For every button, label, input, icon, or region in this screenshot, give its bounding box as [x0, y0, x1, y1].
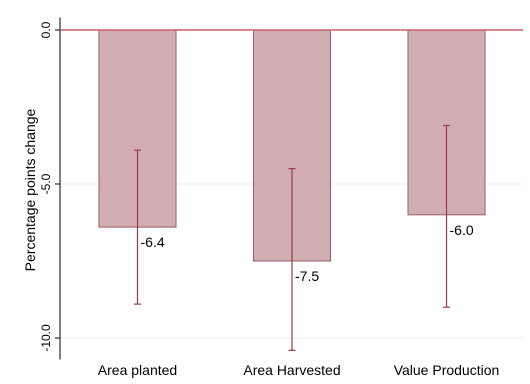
x-category-label: Value Production [394, 362, 500, 378]
x-category-label: Area planted [98, 362, 177, 378]
data-label: -7.5 [295, 268, 319, 284]
y-axis-label: Percentage points change [22, 108, 38, 271]
data-label: -6.4 [141, 234, 165, 250]
category-labels: Area planted Area Harvested Value Producti… [98, 362, 500, 378]
error-bars [134, 124, 450, 351]
data-label: -6.0 [450, 222, 474, 238]
x-category-label: Area Harvested [243, 362, 340, 378]
y-tick-label: -10.0 [39, 324, 53, 352]
y-tick-label: 0.0 [39, 21, 53, 38]
y-tick-label: -5.0 [39, 173, 53, 194]
data-labels: -6.4 -7.5 -6.0 [141, 222, 474, 284]
y-axis: 0.0 -5.0 -10.0 [39, 17, 61, 360]
